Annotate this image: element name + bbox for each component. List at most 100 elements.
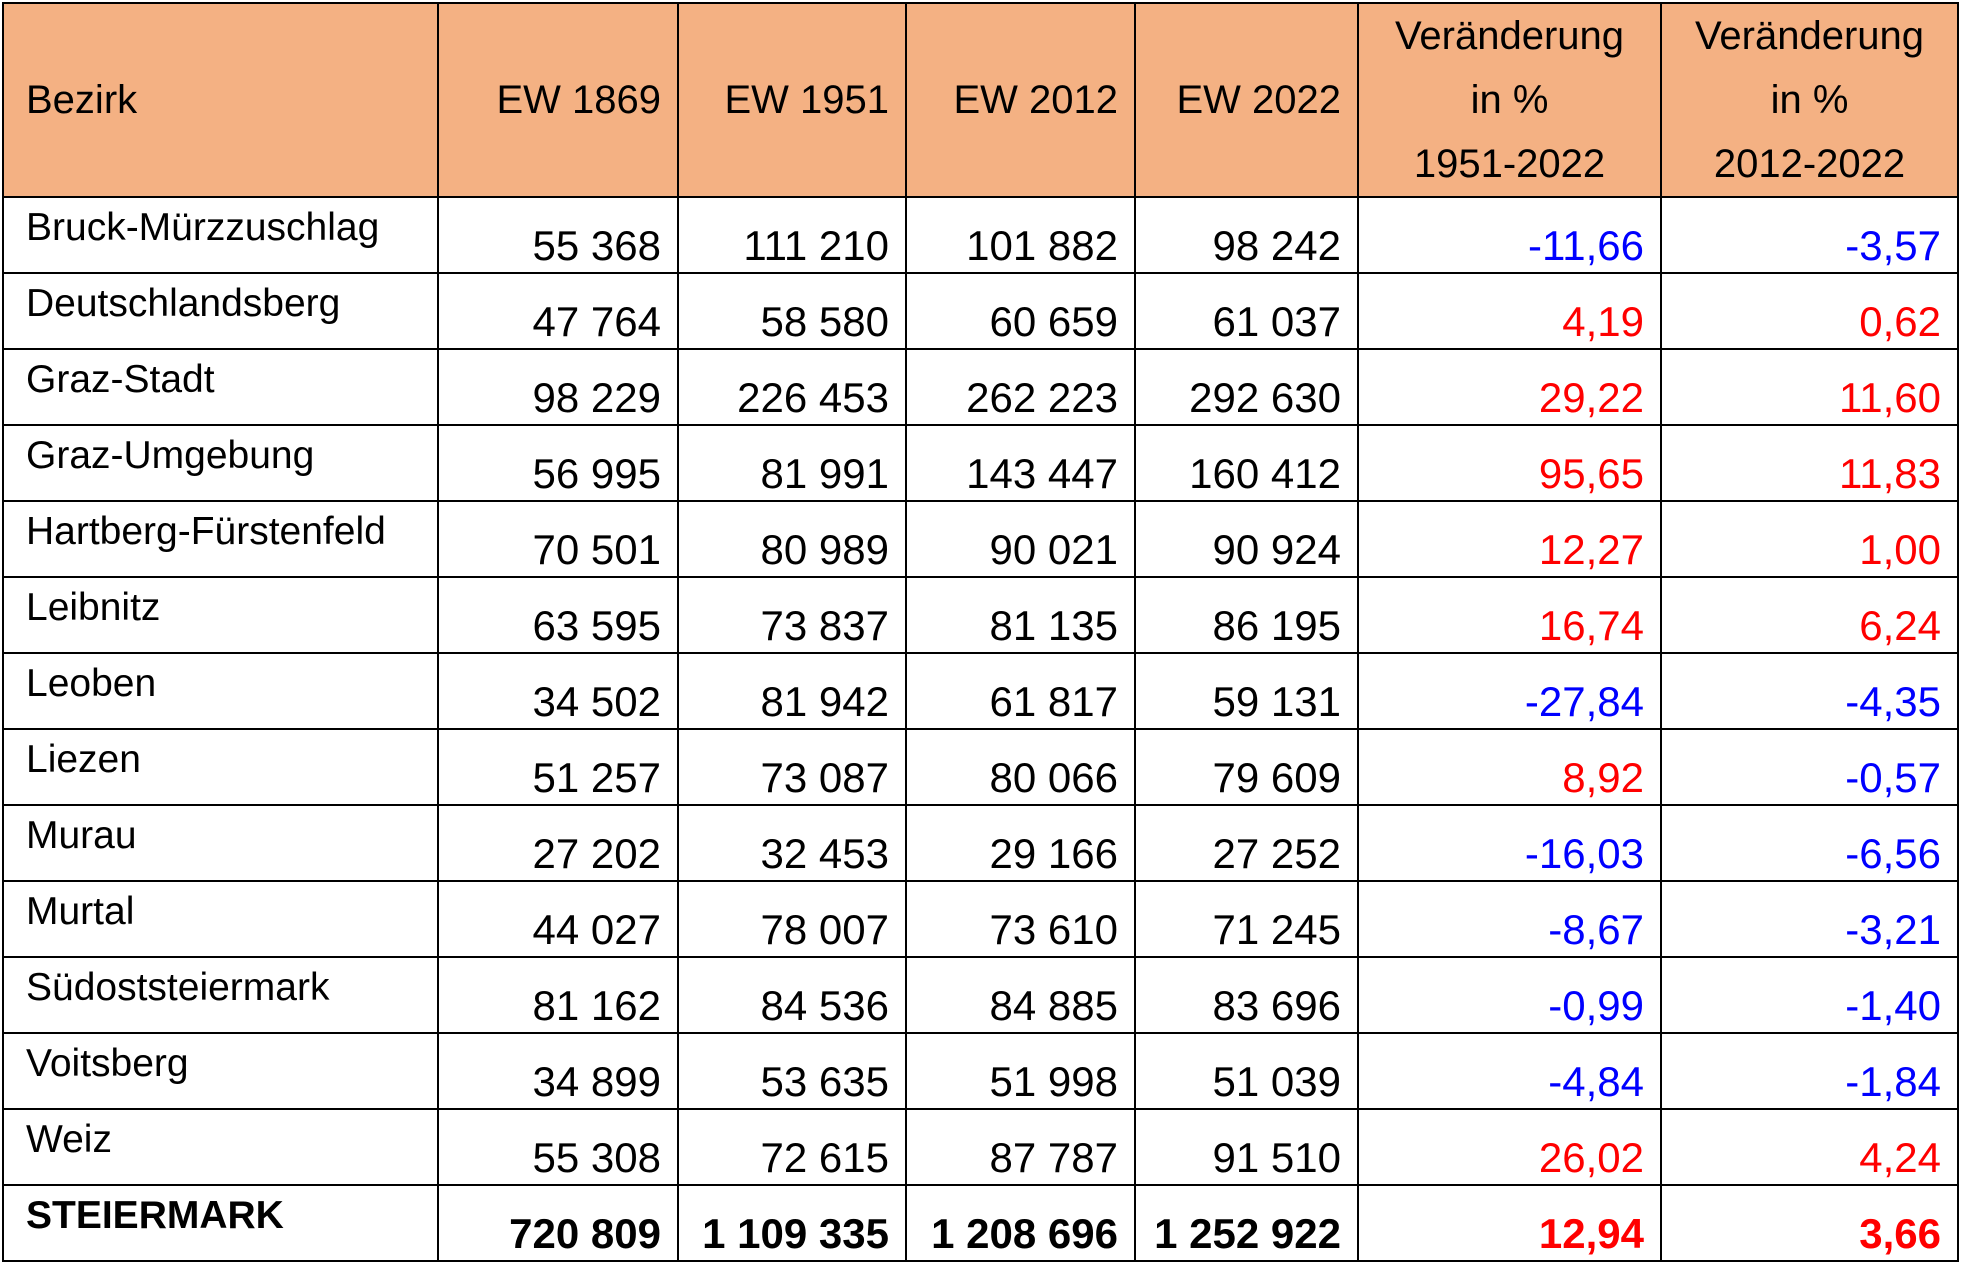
population-cell: 86 195 — [1134, 576, 1359, 654]
change-cell: 6,24 — [1660, 576, 1959, 654]
population-cell: 84 885 — [905, 956, 1136, 1034]
population-cell: 34 502 — [437, 652, 679, 730]
population-cell: 60 659 — [905, 272, 1136, 350]
population-cell: 32 453 — [677, 804, 907, 882]
change-cell: -8,67 — [1357, 880, 1662, 958]
population-cell: 61 037 — [1134, 272, 1359, 350]
district-cell: STEIERMARK — [2, 1184, 439, 1262]
population-cell: 63 595 — [437, 576, 679, 654]
population-cell: 111 210 — [677, 196, 907, 274]
population-cell: 53 635 — [677, 1032, 907, 1110]
change-cell: 95,65 — [1357, 424, 1662, 502]
district-cell: Bruck-Mürzzuschlag — [2, 196, 439, 274]
population-cell: 73 610 — [905, 880, 1136, 958]
header-text: 1951-2022 — [1413, 142, 1606, 186]
change-cell: -4,84 — [1357, 1032, 1662, 1110]
change-cell: 12,27 — [1357, 500, 1662, 578]
data-row: Deutschlandsberg 47 764 58 580 60 659 61 037… — [2, 272, 1959, 350]
header-cell: Veränderung in % 1951-2022 — [1357, 2, 1662, 198]
population-cell: 160 412 — [1134, 424, 1359, 502]
header-cell: EW 2012 — [905, 2, 1136, 198]
header-text: EW 2022 — [1176, 78, 1341, 122]
change-cell: -6,56 — [1660, 804, 1959, 882]
data-row: Graz-Stadt 98 229 226 453 262 223 292 630 29,… — [2, 348, 1959, 426]
header-text: Bezirk — [26, 78, 138, 122]
header-cell: EW 1869 — [437, 2, 679, 198]
population-cell: 34 899 — [437, 1032, 679, 1110]
population-cell: 84 536 — [677, 956, 907, 1034]
population-cell: 73 087 — [677, 728, 907, 806]
change-cell: -1,40 — [1660, 956, 1959, 1034]
change-cell: -3,21 — [1660, 880, 1959, 958]
header-cell: EW 1951 — [677, 2, 907, 198]
header-cell: Bezirk — [2, 2, 439, 198]
data-row: Südoststeiermark 81 162 84 536 84 885 83 696… — [2, 956, 1959, 1034]
population-cell: 98 229 — [437, 348, 679, 426]
district-cell: Weiz — [2, 1108, 439, 1186]
population-cell: 44 027 — [437, 880, 679, 958]
data-row: Liezen 51 257 73 087 80 066 79 609 8,92 -0,57 — [2, 728, 1959, 806]
population-cell: 1 252 922 — [1134, 1184, 1359, 1262]
population-cell: 98 242 — [1134, 196, 1359, 274]
header-text: Veränderung — [1394, 14, 1625, 58]
data-row: Voitsberg 34 899 53 635 51 998 51 039 -4,84 -1… — [2, 1032, 1959, 1110]
change-cell: 26,02 — [1357, 1108, 1662, 1186]
change-cell: -0,57 — [1660, 728, 1959, 806]
change-cell: 0,62 — [1660, 272, 1959, 350]
change-cell: -27,84 — [1357, 652, 1662, 730]
total-row: STEIERMARK 720 809 1 109 335 1 208 696 1 252… — [2, 1184, 1959, 1262]
header-text: Veränderung — [1694, 14, 1925, 58]
population-cell: 1 208 696 — [905, 1184, 1136, 1262]
population-cell: 87 787 — [905, 1108, 1136, 1186]
population-cell: 143 447 — [905, 424, 1136, 502]
district-cell: Murau — [2, 804, 439, 882]
population-cell: 71 245 — [1134, 880, 1359, 958]
header-text: in % — [1470, 78, 1549, 122]
population-cell: 720 809 — [437, 1184, 679, 1262]
header-text: 2012-2022 — [1713, 142, 1906, 186]
population-cell: 73 837 — [677, 576, 907, 654]
change-cell: 4,24 — [1660, 1108, 1959, 1186]
population-cell: 27 252 — [1134, 804, 1359, 882]
population-cell: 55 368 — [437, 196, 679, 274]
change-cell: -0,99 — [1357, 956, 1662, 1034]
population-cell: 72 615 — [677, 1108, 907, 1186]
change-cell: 1,00 — [1660, 500, 1959, 578]
population-cell: 47 764 — [437, 272, 679, 350]
change-cell: 29,22 — [1357, 348, 1662, 426]
change-cell: 11,83 — [1660, 424, 1959, 502]
data-row: Murtal 44 027 78 007 73 610 71 245 -8,67 -3,21 — [2, 880, 1959, 958]
population-cell: 70 501 — [437, 500, 679, 578]
population-cell: 58 580 — [677, 272, 907, 350]
population-cell: 29 166 — [905, 804, 1136, 882]
population-cell: 80 989 — [677, 500, 907, 578]
data-row: Leoben 34 502 81 942 61 817 59 131 -27,84 -4,3… — [2, 652, 1959, 730]
population-cell: 27 202 — [437, 804, 679, 882]
population-cell: 81 991 — [677, 424, 907, 502]
change-cell: 4,19 — [1357, 272, 1662, 350]
header-text: EW 1951 — [724, 78, 889, 122]
district-cell: Voitsberg — [2, 1032, 439, 1110]
change-cell: 11,60 — [1660, 348, 1959, 426]
district-cell: Südoststeiermark — [2, 956, 439, 1034]
header-cell: EW 2022 — [1134, 2, 1359, 198]
table-body: Bruck-Mürzzuschlag 55 368 111 210 101 882 98… — [2, 196, 1959, 1262]
header-cell: Veränderung in % 2012-2022 — [1660, 2, 1959, 198]
data-row: Graz-Umgebung 56 995 81 991 143 447 160 412 9… — [2, 424, 1959, 502]
population-cell: 56 995 — [437, 424, 679, 502]
population-cell: 226 453 — [677, 348, 907, 426]
district-cell: Deutschlandsberg — [2, 272, 439, 350]
change-cell: -1,84 — [1660, 1032, 1959, 1110]
population-cell: 78 007 — [677, 880, 907, 958]
population-cell: 1 109 335 — [677, 1184, 907, 1262]
population-cell: 81 942 — [677, 652, 907, 730]
population-cell: 51 998 — [905, 1032, 1136, 1110]
district-cell: Leibnitz — [2, 576, 439, 654]
population-cell: 51 039 — [1134, 1032, 1359, 1110]
population-cell: 80 066 — [905, 728, 1136, 806]
data-row: Murau 27 202 32 453 29 166 27 252 -16,03 -6,56 — [2, 804, 1959, 882]
population-cell: 83 696 — [1134, 956, 1359, 1034]
population-cell: 262 223 — [905, 348, 1136, 426]
